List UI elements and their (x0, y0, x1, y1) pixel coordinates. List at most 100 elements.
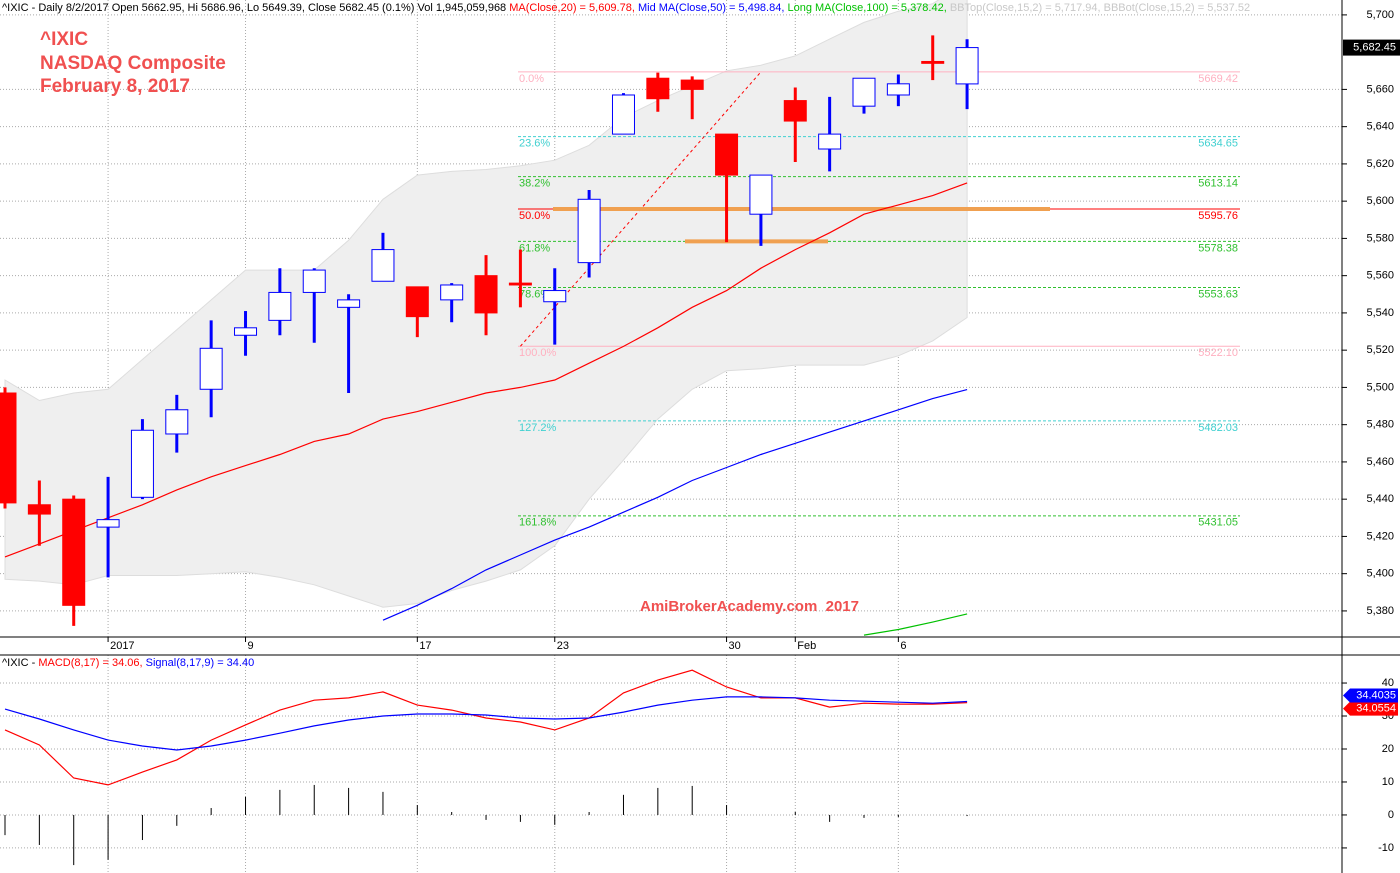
header-part: MA(Close,20) = 5,609.78, (509, 2, 638, 14)
fib-level: 127.2% (519, 422, 557, 434)
candle-body (543, 290, 567, 303)
value-tag (1343, 688, 1398, 703)
y-tick-label: 5,460 (1366, 456, 1394, 468)
y-tick-label: 5,620 (1366, 158, 1394, 170)
y-tick-label: 5,480 (1366, 419, 1394, 431)
x-tick-label: 9 (248, 640, 254, 652)
candle-body (268, 291, 292, 321)
price-plot: 0.0% 5669.42 23.6% 5634.65 38.2% 5613.14 50.0%… (0, 0, 1342, 637)
fib-value: 5522.10 (1198, 347, 1238, 359)
moving-average (863, 613, 968, 636)
y-tick-label: 20 (1382, 743, 1394, 755)
candle-body (27, 504, 51, 515)
candle-body (302, 269, 326, 293)
x-tick-label: 23 (557, 640, 569, 652)
candle-body (165, 409, 189, 435)
candle-body (474, 275, 498, 314)
fib-level: 78.6% (519, 288, 550, 300)
macd-header: ^IXIC - MACD(8,17) = 34.06, Signal(8,17,… (2, 657, 254, 669)
candle-body (577, 198, 601, 264)
y-tick-label: 0 (1388, 809, 1394, 821)
macd-line (4, 696, 968, 751)
fib-value: 5553.63 (1198, 288, 1238, 300)
x-tick-label: 6 (900, 640, 906, 652)
macd-line (4, 669, 968, 786)
fib-level: 100.0% (519, 347, 557, 359)
macd-plot (0, 655, 1342, 873)
header-part: ^IXIC - (2, 657, 38, 669)
y-tick-label: 40 (1382, 677, 1394, 689)
watermark: AmiBrokerAcademy.com 2017 (640, 598, 859, 615)
x-tick-label: 30 (729, 640, 741, 652)
header-part: Signal(8,17,9) = 34.40 (146, 657, 255, 669)
price-tag (1343, 39, 1400, 56)
candle-body (818, 133, 842, 150)
y-tick-label: 5,420 (1366, 530, 1394, 542)
price-header: ^IXIC - Daily 8/2/2017 Open 5662.95, Hi … (2, 2, 1250, 14)
value-tag-label: 34.0554 (1356, 703, 1396, 715)
y-tick-label: 10 (1382, 776, 1394, 788)
candle-body (371, 249, 395, 282)
chart-date: February 8, 2017 (40, 76, 190, 97)
fib-value: 5578.38 (1198, 242, 1238, 254)
candle-body (749, 174, 773, 215)
chart-subtitle: NASDAQ Composite (40, 53, 226, 74)
x-tick-label: Feb (797, 640, 816, 652)
header-part: ^IXIC - Daily 8/2/2017 Open 5662.95, Hi … (2, 2, 509, 14)
candle-body (62, 498, 86, 606)
candle-body (680, 79, 704, 90)
price-tag-label: 5,682.45 (1353, 41, 1396, 53)
candle-body (405, 286, 429, 318)
y-tick-label: 5,560 (1366, 270, 1394, 282)
fib-level: 161.8% (519, 517, 557, 529)
candle-body (440, 284, 464, 301)
y-tick-label: 5,540 (1366, 307, 1394, 319)
fib-level: 23.6% (519, 138, 550, 150)
y-tick-label: 5,400 (1366, 568, 1394, 580)
fib-level: 50.0% (519, 210, 550, 222)
candle-body (199, 347, 223, 390)
y-tick-label: 5,600 (1366, 195, 1394, 207)
fib-level: 0.0% (519, 73, 544, 85)
x-tick-label: 2017 (110, 640, 134, 652)
header-part: Long MA(Close,100) = 5,378.42, (787, 2, 949, 14)
candle-body (234, 327, 258, 336)
candle-body (337, 299, 361, 308)
candle-body (852, 77, 876, 107)
moving-average (382, 389, 968, 621)
fib-value: 5595.76 (1198, 210, 1238, 222)
candle-body (783, 100, 807, 122)
y-tick-label: 5,640 (1366, 121, 1394, 133)
x-tick-label: 17 (419, 640, 431, 652)
y-tick-label: 5,500 (1366, 381, 1394, 393)
header-part: MACD(8,17) = 34.06, (38, 657, 145, 669)
y-tick-label: -10 (1378, 842, 1394, 854)
candle-body (130, 429, 154, 498)
value-tag-label: 34.4035 (1356, 689, 1396, 701)
candle-body (646, 77, 670, 100)
fib-value: 5482.03 (1198, 422, 1238, 434)
candle-body (921, 60, 945, 64)
y-tick-label: 5,520 (1366, 344, 1394, 356)
fib-value: 5634.65 (1198, 138, 1238, 150)
y-tick-label: 5,440 (1366, 493, 1394, 505)
y-tick-label: 5,380 (1366, 605, 1394, 617)
chart-title: ^IXIC (40, 29, 88, 50)
candle-body (96, 519, 120, 528)
y-tick-label: 5,700 (1366, 9, 1394, 21)
candle-body (611, 94, 635, 135)
candle-body (955, 47, 979, 85)
moving-average (4, 182, 968, 558)
candle-body (508, 282, 532, 286)
fib-value: 5431.05 (1198, 517, 1238, 529)
y-tick-label: 5,580 (1366, 232, 1394, 244)
y-tick-label: 5,660 (1366, 83, 1394, 95)
fib-value: 5669.42 (1198, 73, 1238, 85)
value-tag (1343, 701, 1398, 716)
candle-body (715, 133, 739, 176)
fib-level: 61.8% (519, 242, 550, 254)
header-part: BBTop(Close,15,2) = 5,717.94, BBBot(Clos… (950, 2, 1250, 14)
fib-level: 38.2% (519, 178, 550, 190)
header-part: Mid MA(Close,50) = 5,498.84, (638, 2, 788, 14)
